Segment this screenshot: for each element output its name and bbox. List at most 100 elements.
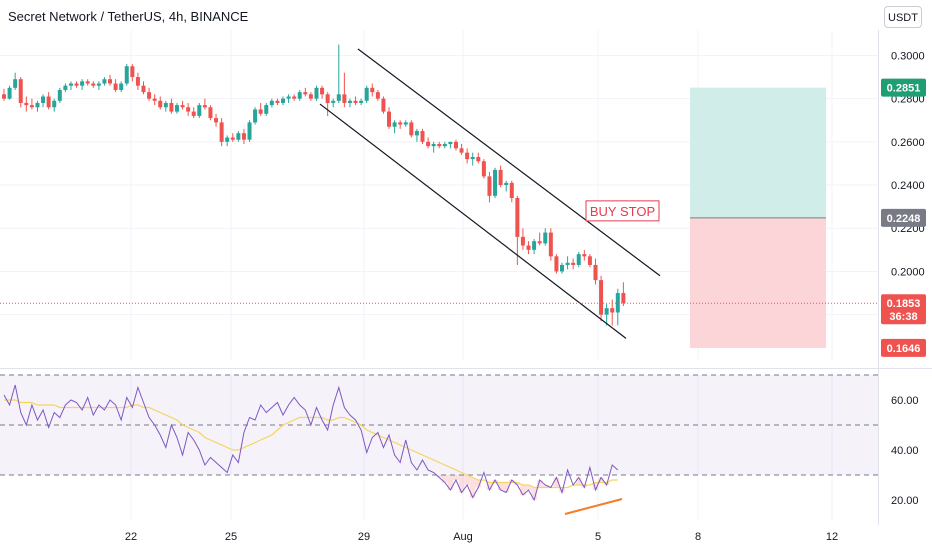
candle bbox=[543, 228, 548, 246]
candle-body bbox=[359, 100, 364, 103]
candle-body bbox=[520, 236, 525, 246]
candle bbox=[52, 98, 57, 112]
rsi-oversold-fill bbox=[469, 477, 476, 498]
candle-body bbox=[403, 122, 408, 125]
candle-body bbox=[80, 81, 85, 86]
candle bbox=[359, 98, 364, 106]
candle bbox=[174, 102, 179, 114]
candle bbox=[593, 258, 598, 285]
time-tick-label: 5 bbox=[595, 531, 601, 543]
candle-body bbox=[543, 232, 548, 244]
candle bbox=[202, 98, 207, 110]
candle-body bbox=[96, 83, 101, 86]
candle bbox=[509, 180, 514, 203]
candle bbox=[264, 102, 269, 116]
rsi-tick-label: 60.00 bbox=[891, 395, 919, 407]
candle-body bbox=[459, 148, 464, 153]
candle bbox=[214, 113, 219, 127]
candle-body bbox=[158, 100, 163, 108]
candle bbox=[85, 79, 90, 86]
candle bbox=[158, 96, 163, 110]
candle-body bbox=[331, 100, 336, 103]
candle bbox=[74, 81, 79, 88]
candle bbox=[381, 96, 386, 114]
candle bbox=[108, 74, 113, 86]
candle bbox=[141, 81, 146, 95]
candle bbox=[353, 96, 358, 106]
candle bbox=[336, 44, 341, 103]
candle-body bbox=[593, 264, 598, 281]
candle bbox=[225, 135, 230, 147]
candle-body bbox=[124, 66, 129, 84]
price-tag-label: 0.2248 bbox=[887, 213, 921, 225]
candle bbox=[253, 107, 258, 125]
candle bbox=[420, 128, 425, 144]
candle-body bbox=[582, 254, 587, 257]
time-tick-label: 25 bbox=[225, 531, 237, 543]
candle bbox=[57, 87, 62, 103]
candle-body bbox=[504, 182, 509, 186]
candle-body bbox=[191, 111, 196, 116]
candle-body bbox=[532, 241, 537, 250]
candle bbox=[571, 258, 576, 270]
candle bbox=[308, 92, 313, 101]
price-tick-label: 0.2000 bbox=[891, 266, 925, 278]
candle bbox=[163, 100, 168, 112]
candle-body bbox=[414, 131, 419, 136]
channel-line bbox=[357, 48, 661, 277]
candle-body bbox=[219, 122, 224, 142]
candle bbox=[582, 249, 587, 261]
price-tick-label: 0.2800 bbox=[891, 94, 925, 106]
candle-body bbox=[448, 141, 453, 144]
price-tick-label: 0.3000 bbox=[891, 50, 925, 62]
candle-body bbox=[108, 79, 113, 84]
candle bbox=[465, 148, 470, 164]
candle bbox=[247, 120, 252, 142]
currency-button[interactable]: USDT bbox=[884, 6, 922, 28]
candle-body bbox=[554, 256, 559, 272]
candle-body bbox=[498, 169, 503, 186]
rsi-oversold-fill bbox=[447, 475, 454, 490]
candle bbox=[387, 107, 392, 129]
candle-body bbox=[135, 77, 140, 86]
time-tick-label: 8 bbox=[695, 531, 701, 543]
divergence-line bbox=[564, 498, 623, 515]
candle-body bbox=[41, 96, 46, 103]
candle-body bbox=[437, 144, 442, 147]
candle-body bbox=[453, 141, 458, 149]
chart-title: Secret Network / TetherUS, 4h, BINANCE bbox=[8, 9, 249, 24]
candle-body bbox=[169, 102, 174, 112]
candle-body bbox=[141, 85, 146, 93]
candle bbox=[504, 180, 509, 192]
candle-body bbox=[481, 161, 486, 177]
candle-body bbox=[258, 109, 263, 114]
candle-body bbox=[465, 152, 470, 160]
candle bbox=[197, 102, 202, 119]
candle-body bbox=[225, 137, 230, 142]
time-tick-label: 29 bbox=[358, 531, 370, 543]
candle-body bbox=[420, 131, 425, 142]
candle-body bbox=[560, 264, 564, 272]
candle bbox=[281, 96, 285, 106]
candle bbox=[191, 107, 196, 119]
rsi-band bbox=[0, 375, 878, 475]
candle-body bbox=[336, 94, 341, 101]
candle bbox=[286, 94, 291, 103]
candle bbox=[68, 81, 73, 90]
candle bbox=[364, 85, 369, 103]
candle-body bbox=[147, 92, 152, 99]
candle-body bbox=[186, 107, 191, 112]
candle bbox=[169, 98, 174, 114]
candle bbox=[481, 159, 486, 179]
candle bbox=[347, 98, 352, 108]
candle-body bbox=[236, 133, 241, 140]
candle bbox=[554, 254, 559, 274]
candle-body bbox=[398, 122, 403, 125]
candle-body bbox=[214, 118, 219, 123]
candle-body bbox=[515, 198, 520, 237]
target-zone bbox=[690, 87, 826, 218]
candle bbox=[487, 172, 492, 203]
candle-body bbox=[320, 87, 325, 95]
candle bbox=[41, 94, 46, 108]
